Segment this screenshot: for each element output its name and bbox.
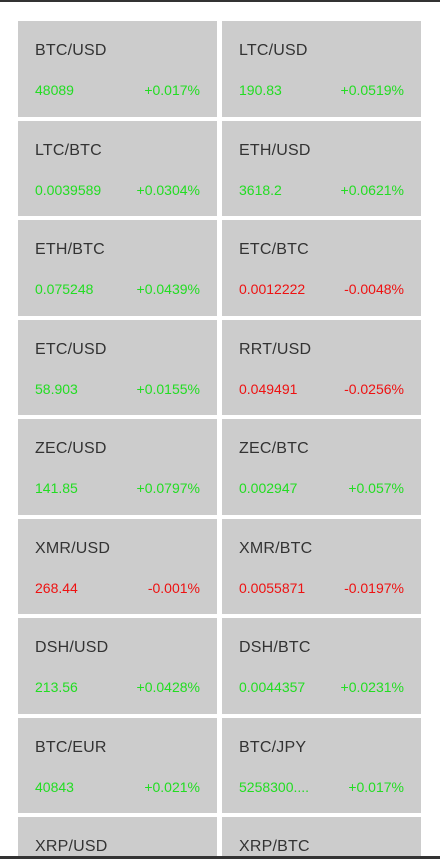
ticker-change: -0.0256%: [344, 380, 404, 397]
ticker-pair: XMR/USD: [35, 539, 111, 557]
ticker-pair: DSH/USD: [35, 639, 109, 656]
ticker-change: -0.0048%: [344, 281, 404, 297]
ticker-change: +0.0519%: [340, 82, 404, 98]
top-divider: [0, 0, 440, 2]
ticker-price: 268.44: [35, 579, 78, 596]
ticker-pair: XRP/USD: [35, 838, 108, 855]
ticker-price: 48089: [35, 82, 74, 98]
ticker-tile[interactable]: ETH/USD 3618.2 +0.0621%: [222, 120, 421, 216]
ticker-price: 190.83: [239, 82, 282, 98]
ticker-price: 40843: [35, 778, 74, 795]
ticker-change: -0.001%: [147, 579, 200, 596]
ticker-tile[interactable]: ZEC/USD 141.85 +0.0797%: [18, 419, 217, 515]
ticker-change: +0.017%: [144, 82, 200, 98]
ticker-pair: LTC/USD: [239, 42, 308, 59]
ticker-price: 0.0055871: [239, 579, 306, 596]
ticker-change: +0.0797%: [136, 480, 200, 496]
ticker-change: +0.057%: [348, 480, 404, 496]
ticker-tile[interactable]: DSH/USD 213.56 +0.0428%: [18, 618, 217, 714]
ticker-pair: ETC/BTC: [239, 241, 309, 258]
ticker-change: +0.0439%: [136, 281, 200, 297]
ticker-tile[interactable]: DSH/BTC 0.0044357 +0.0231%: [222, 618, 421, 714]
ticker-tile[interactable]: ETC/BTC 0.0012222 -0.0048%: [222, 220, 421, 316]
ticker-pair: LTC/BTC: [35, 141, 102, 159]
ticker-price: 58.903: [35, 380, 78, 397]
ticker-price: 141.85: [35, 480, 78, 496]
ticker-price: 0.075248: [35, 281, 94, 297]
bottom-divider: [0, 856, 440, 859]
ticker-tile[interactable]: XMR/BTC 0.0055871 -0.0197%: [222, 518, 421, 614]
ticker-change: +0.0621%: [340, 181, 404, 198]
ticker-change: +0.0231%: [340, 679, 404, 695]
ticker-pair: XRP/BTC: [239, 838, 310, 855]
ticker-change: +0.017%: [348, 778, 404, 795]
ticker-change: -0.0197%: [344, 579, 404, 596]
ticker-price: 0.0039589: [35, 181, 102, 198]
ticker-change: +0.0155%: [136, 380, 200, 397]
ticker-pair: ETH/BTC: [35, 241, 105, 258]
ticker-price: 0.002947: [239, 480, 298, 496]
ticker-pair: BTC/JPY: [239, 738, 307, 756]
ticker-tile[interactable]: RRT/USD 0.049491 -0.0256%: [222, 319, 421, 415]
ticker-change: +0.021%: [144, 778, 200, 795]
ticker-pair: DSH/BTC: [239, 639, 311, 656]
ticker-price: 0.0012222: [239, 281, 306, 297]
ticker-pair: XMR/BTC: [239, 539, 313, 557]
ticker-pair: BTC/USD: [35, 42, 107, 59]
ticker-price: 213.56: [35, 679, 78, 695]
ticker-pair: ZEC/BTC: [239, 440, 309, 457]
ticker-pair: ETH/USD: [239, 141, 311, 159]
ticker-change: +0.0304%: [136, 181, 200, 198]
ticker-tile[interactable]: BTC/JPY 5258300.... +0.017%: [222, 717, 421, 813]
ticker-pair: ETC/USD: [35, 340, 107, 358]
ticker-tile[interactable]: ETC/USD 58.903 +0.0155%: [18, 319, 217, 415]
ticker-change: +0.0428%: [136, 679, 200, 695]
ticker-tile[interactable]: ZEC/BTC 0.002947 +0.057%: [222, 419, 421, 515]
ticker-price: 0.049491: [239, 380, 298, 397]
ticker-pair: ZEC/USD: [35, 440, 107, 457]
ticker-tile[interactable]: ETH/BTC 0.075248 +0.0439%: [18, 220, 217, 316]
ticker-tile[interactable]: LTC/USD 190.83 +0.0519%: [222, 21, 421, 117]
ticker-tile[interactable]: LTC/BTC 0.0039589 +0.0304%: [18, 120, 217, 216]
ticker-price: 3618.2: [239, 181, 282, 198]
ticker-grid[interactable]: BTC/USD 48089 +0.017% LTC/USD 190.83 +0.…: [18, 21, 422, 859]
ticker-tile[interactable]: XRP/BTC: [222, 817, 421, 859]
ticker-pair: RRT/USD: [239, 340, 312, 358]
ticker-price: 5258300....: [239, 778, 310, 795]
ticker-pair: BTC/EUR: [35, 738, 107, 756]
ticker-tile[interactable]: BTC/USD 48089 +0.017%: [18, 21, 217, 117]
ticker-tile[interactable]: BTC/EUR 40843 +0.021%: [18, 717, 217, 813]
ticker-tile[interactable]: XRP/USD: [18, 817, 217, 859]
ticker-price: 0.0044357: [239, 679, 306, 695]
ticker-tile[interactable]: XMR/USD 268.44 -0.001%: [18, 518, 217, 614]
